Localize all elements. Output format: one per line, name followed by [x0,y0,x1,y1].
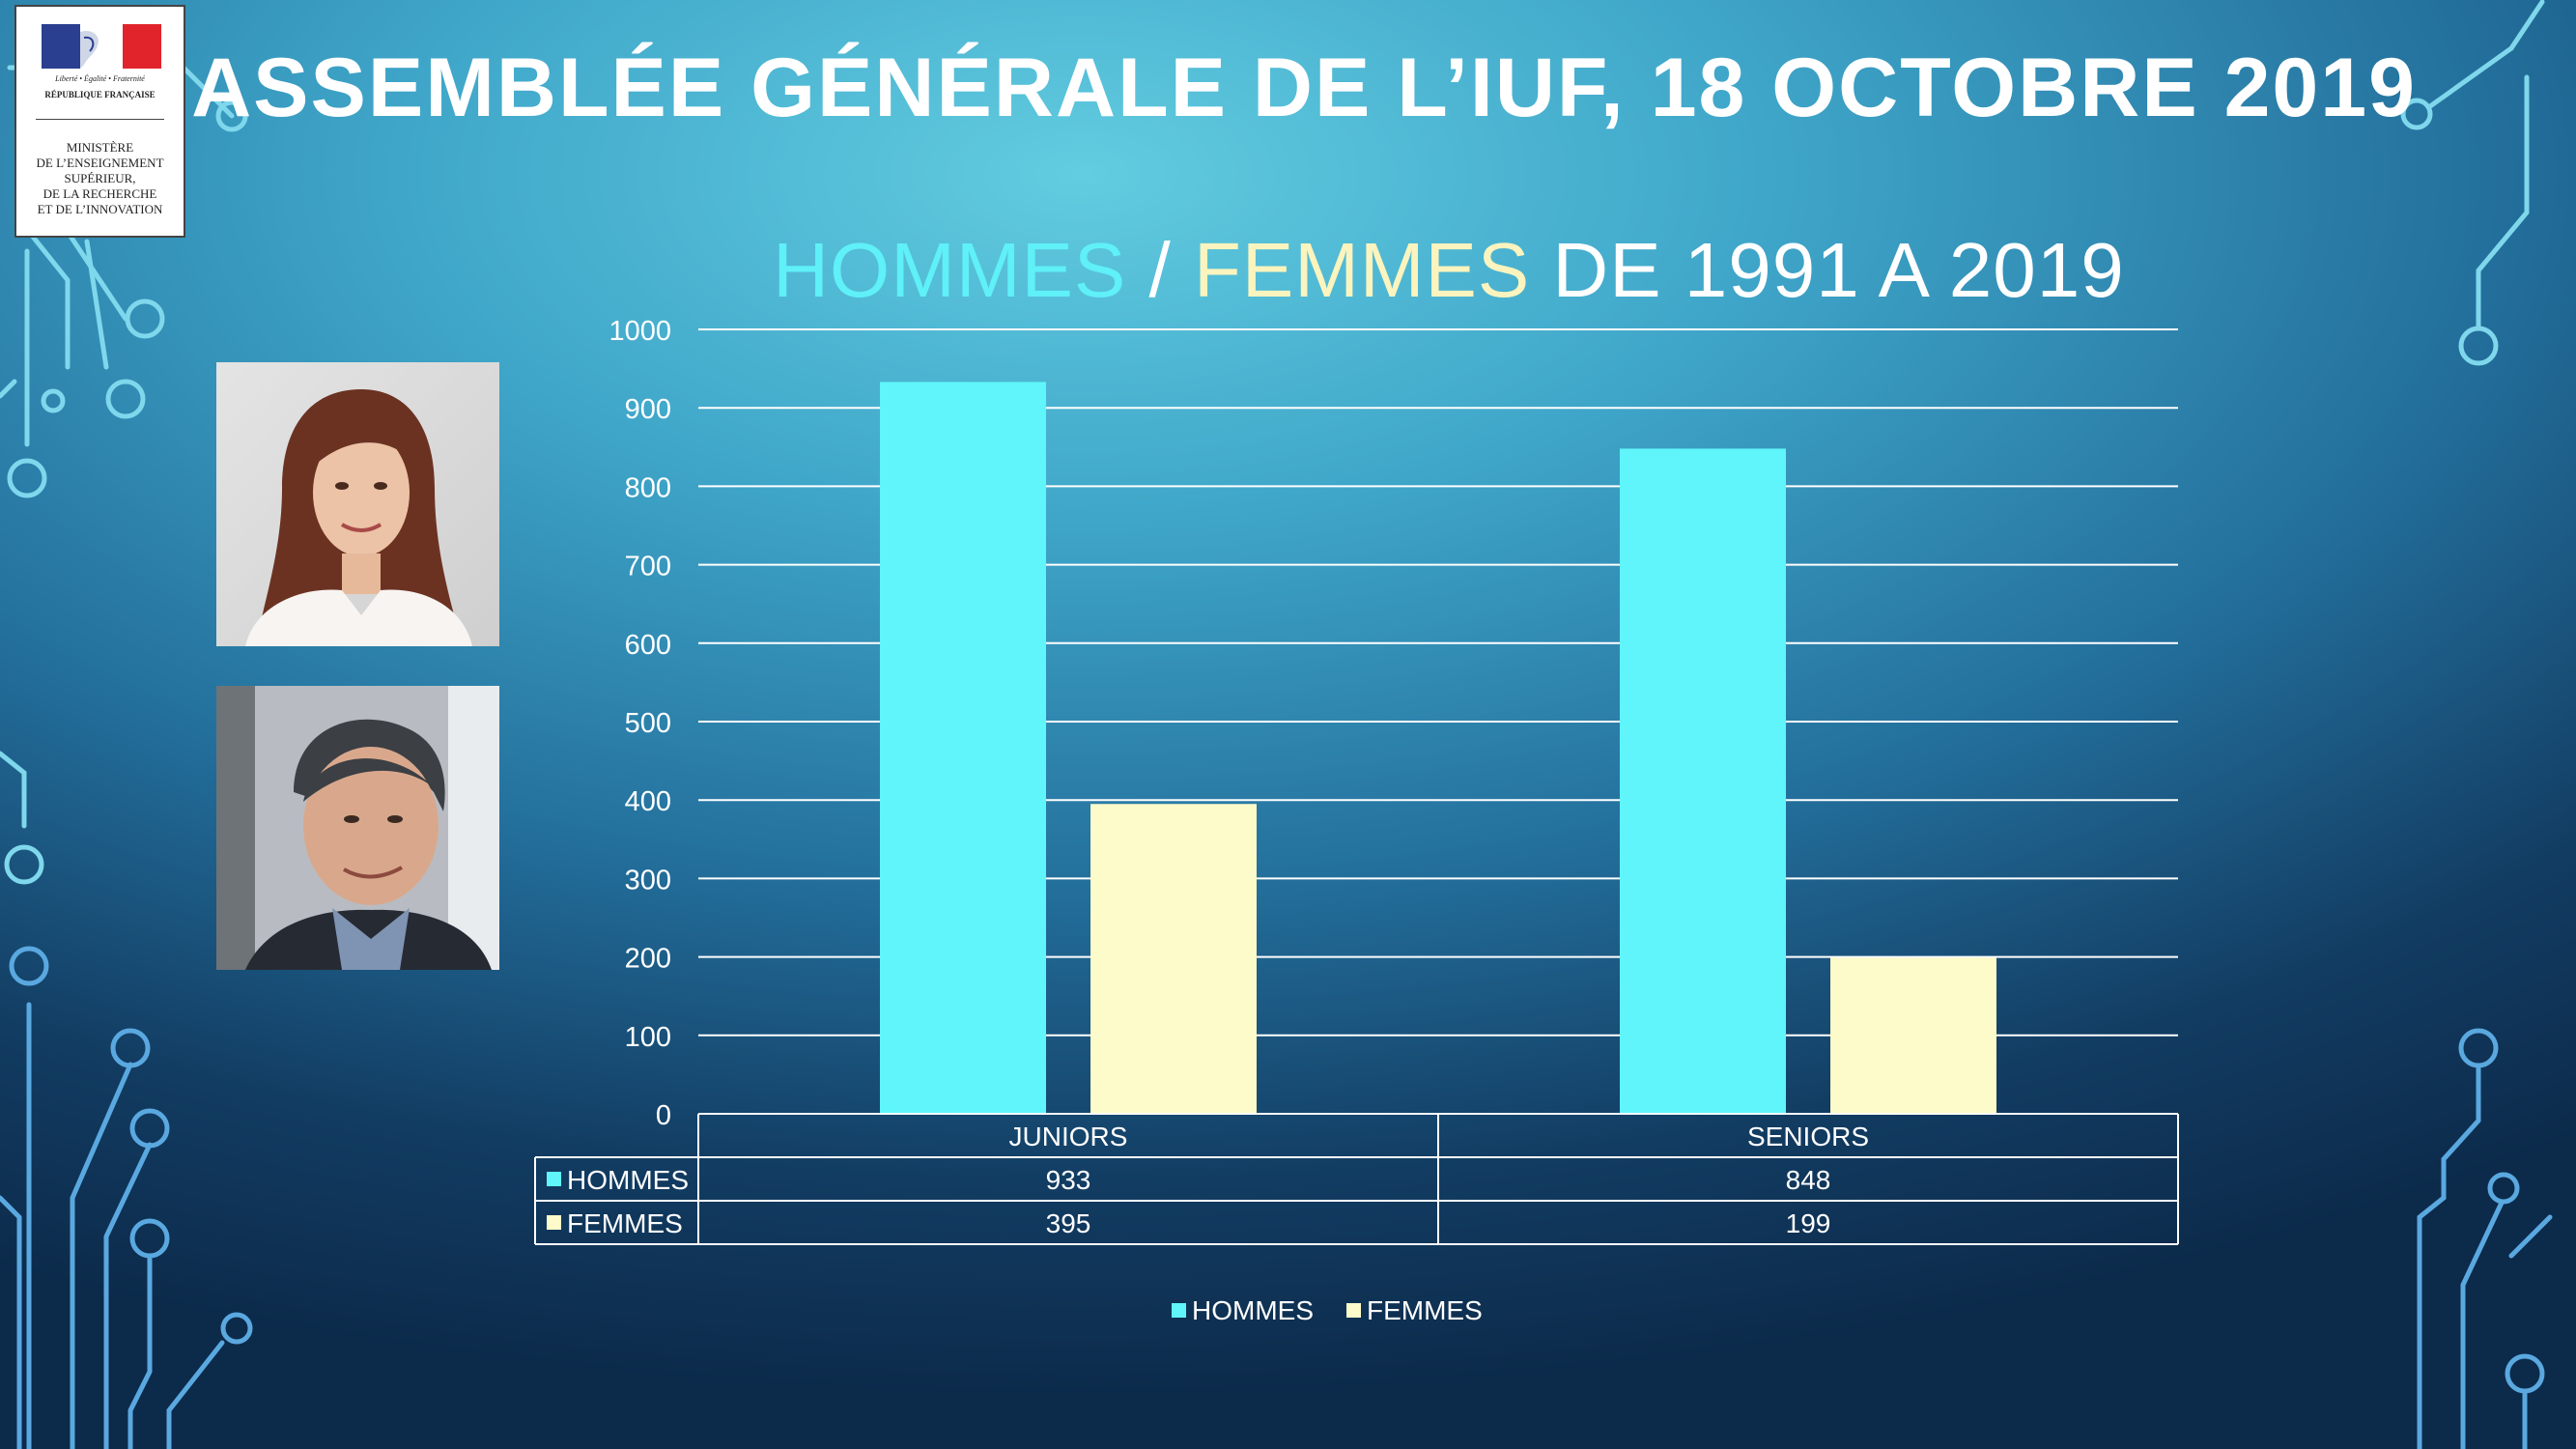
legend-label: HOMMES [1192,1295,1314,1325]
category-label: SENIORS [1747,1122,1869,1151]
logo-motto: Liberté • Égalité • Fraternité [55,74,145,83]
y-tick-label: 100 [625,1022,671,1053]
marianne-flag-icon [42,24,161,69]
chart-title-women: FEMMES [1193,227,1531,313]
bar-femmes [1090,804,1257,1114]
table-legend-key [547,1172,561,1186]
y-tick-label: 900 [625,394,671,425]
y-tick-label: 200 [625,944,671,975]
chart-title: HOMMES / FEMMES DE 1991 A 2019 [676,232,2222,309]
y-tick-label: 1000 [609,316,671,347]
y-tick-label: 600 [625,630,671,661]
table-legend-key [547,1215,561,1230]
y-tick-label: 400 [625,786,671,817]
legend-swatch-femmes [1346,1303,1361,1318]
chart-title-rest: DE 1991 A 2019 [1530,227,2125,313]
category-label: JUNIORS [1009,1122,1128,1151]
y-tick-label: 300 [625,865,671,895]
page-title: ASSEMBLÉE GÉNÉRALE DE L’IUF, 18 OCTOBRE … [191,42,2417,134]
portrait-man [216,686,499,970]
ministry-logo: Liberté • Égalité • Fraternité RÉPUBLIQU… [14,5,185,238]
chart-title-men: HOMMES [773,227,1127,313]
legend-label: FEMMES [1367,1295,1483,1325]
logo-ministry: MINISTÈRE DE L’ENSEIGNEMENT SUPÉRIEUR, D… [36,140,164,216]
chart-title-slash: / [1126,227,1194,313]
y-tick-label: 500 [625,708,671,739]
table-cell-value: 199 [1786,1208,1831,1238]
portrait-woman [216,362,499,646]
table-row-label: HOMMES [567,1165,689,1195]
table-row-label: FEMMES [567,1208,683,1238]
logo-divider [36,119,164,120]
bar-hommes [1620,448,1786,1114]
y-tick-label: 800 [625,472,671,503]
bar-femmes [1830,957,1996,1114]
table-cell-value: 933 [1046,1165,1091,1195]
y-tick-label: 0 [656,1100,671,1131]
table-cell-value: 848 [1786,1165,1831,1195]
legend-swatch-hommes [1172,1303,1186,1318]
bar-hommes [880,382,1046,1114]
logo-republic: RÉPUBLIQUE FRANÇAISE [44,90,156,99]
y-tick-label: 700 [625,552,671,582]
table-cell-value: 395 [1046,1208,1091,1238]
